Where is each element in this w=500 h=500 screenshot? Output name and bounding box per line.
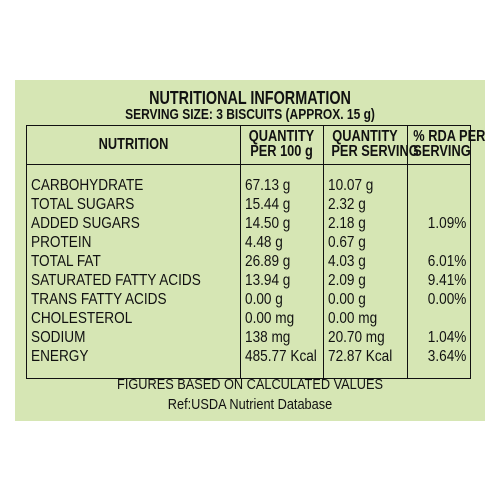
row-rda: 1.04%	[427, 329, 466, 346]
row-per100: 15.44 g	[245, 196, 291, 213]
header-divider	[27, 164, 470, 165]
row-perserv: 2.32 g	[328, 196, 366, 213]
header-perserv-line1: QUANTITY	[332, 128, 398, 145]
row-perserv: 4.03 g	[328, 253, 366, 270]
row-perserv: 0.00 g	[328, 291, 366, 308]
row-per100: 485.77 Kcal	[245, 348, 317, 365]
row-name: CARBOHYDRATE	[31, 177, 144, 194]
row-perserv: 2.09 g	[328, 272, 366, 289]
row-rda: 1.09%	[427, 215, 466, 232]
footnote: FIGURES BASED ON CALCULATED VALUES	[117, 376, 383, 393]
row-name: TRANS FATTY ACIDS	[31, 291, 167, 308]
row-name: PROTEIN	[31, 234, 92, 251]
row-name: ENERGY	[31, 348, 89, 365]
header-rda-line2: SERVING	[413, 143, 471, 160]
nutrition-panel: NUTRITIONAL INFORMATION SERVING SIZE: 3 …	[15, 80, 485, 421]
row-name: SODIUM	[31, 329, 86, 346]
header-nutrition: NUTRITION	[98, 136, 169, 153]
row-per100: 13.94 g	[245, 272, 291, 289]
row-name: ADDED SUGARS	[31, 215, 140, 232]
row-name: SATURATED FATTY ACIDS	[31, 272, 201, 289]
reference: Ref:USDA Nutrient Database	[167, 396, 333, 413]
row-per100: 14.50 g	[245, 215, 291, 232]
row-rda: 9.41%	[427, 272, 466, 289]
header-per100-line2: PER 100 g	[250, 143, 313, 160]
column-divider	[240, 126, 241, 378]
header-perserv-line2: PER SERVING	[331, 143, 419, 160]
row-rda: 3.64%	[427, 348, 466, 365]
row-perserv: 20.70 mg	[328, 329, 385, 346]
header-rda-line1: % RDA PER	[413, 128, 486, 145]
row-perserv: 72.87 Kcal	[328, 348, 393, 365]
row-name: TOTAL FAT	[31, 253, 101, 270]
row-perserv: 0.00 mg	[328, 310, 378, 327]
row-rda: 0.00%	[427, 291, 466, 308]
row-per100: 67.13 g	[245, 177, 291, 194]
row-per100: 0.00 g	[245, 291, 283, 308]
nutrition-table: NUTRITION QUANTITY PER 100 g QUANTITY PE…	[26, 125, 486, 379]
row-per100: 26.89 g	[245, 253, 291, 270]
row-perserv: 10.07 g	[328, 177, 374, 194]
panel-title: NUTRITIONAL INFORMATION	[149, 88, 351, 108]
row-perserv: 0.67 g	[328, 234, 366, 251]
row-per100: 138 mg	[245, 329, 291, 346]
row-per100: 4.48 g	[245, 234, 283, 251]
column-divider	[323, 126, 324, 378]
row-per100: 0.00 mg	[245, 310, 295, 327]
row-name: CHOLESTEROL	[31, 310, 133, 327]
column-divider	[407, 126, 408, 378]
header-per100-line1: QUANTITY	[248, 128, 315, 145]
row-rda: 6.01%	[427, 253, 466, 270]
serving-size: SERVING SIZE: 3 BISCUITS (APPROX. 15 g)	[125, 106, 375, 123]
row-name: TOTAL SUGARS	[31, 196, 135, 213]
row-perserv: 2.18 g	[328, 215, 366, 232]
